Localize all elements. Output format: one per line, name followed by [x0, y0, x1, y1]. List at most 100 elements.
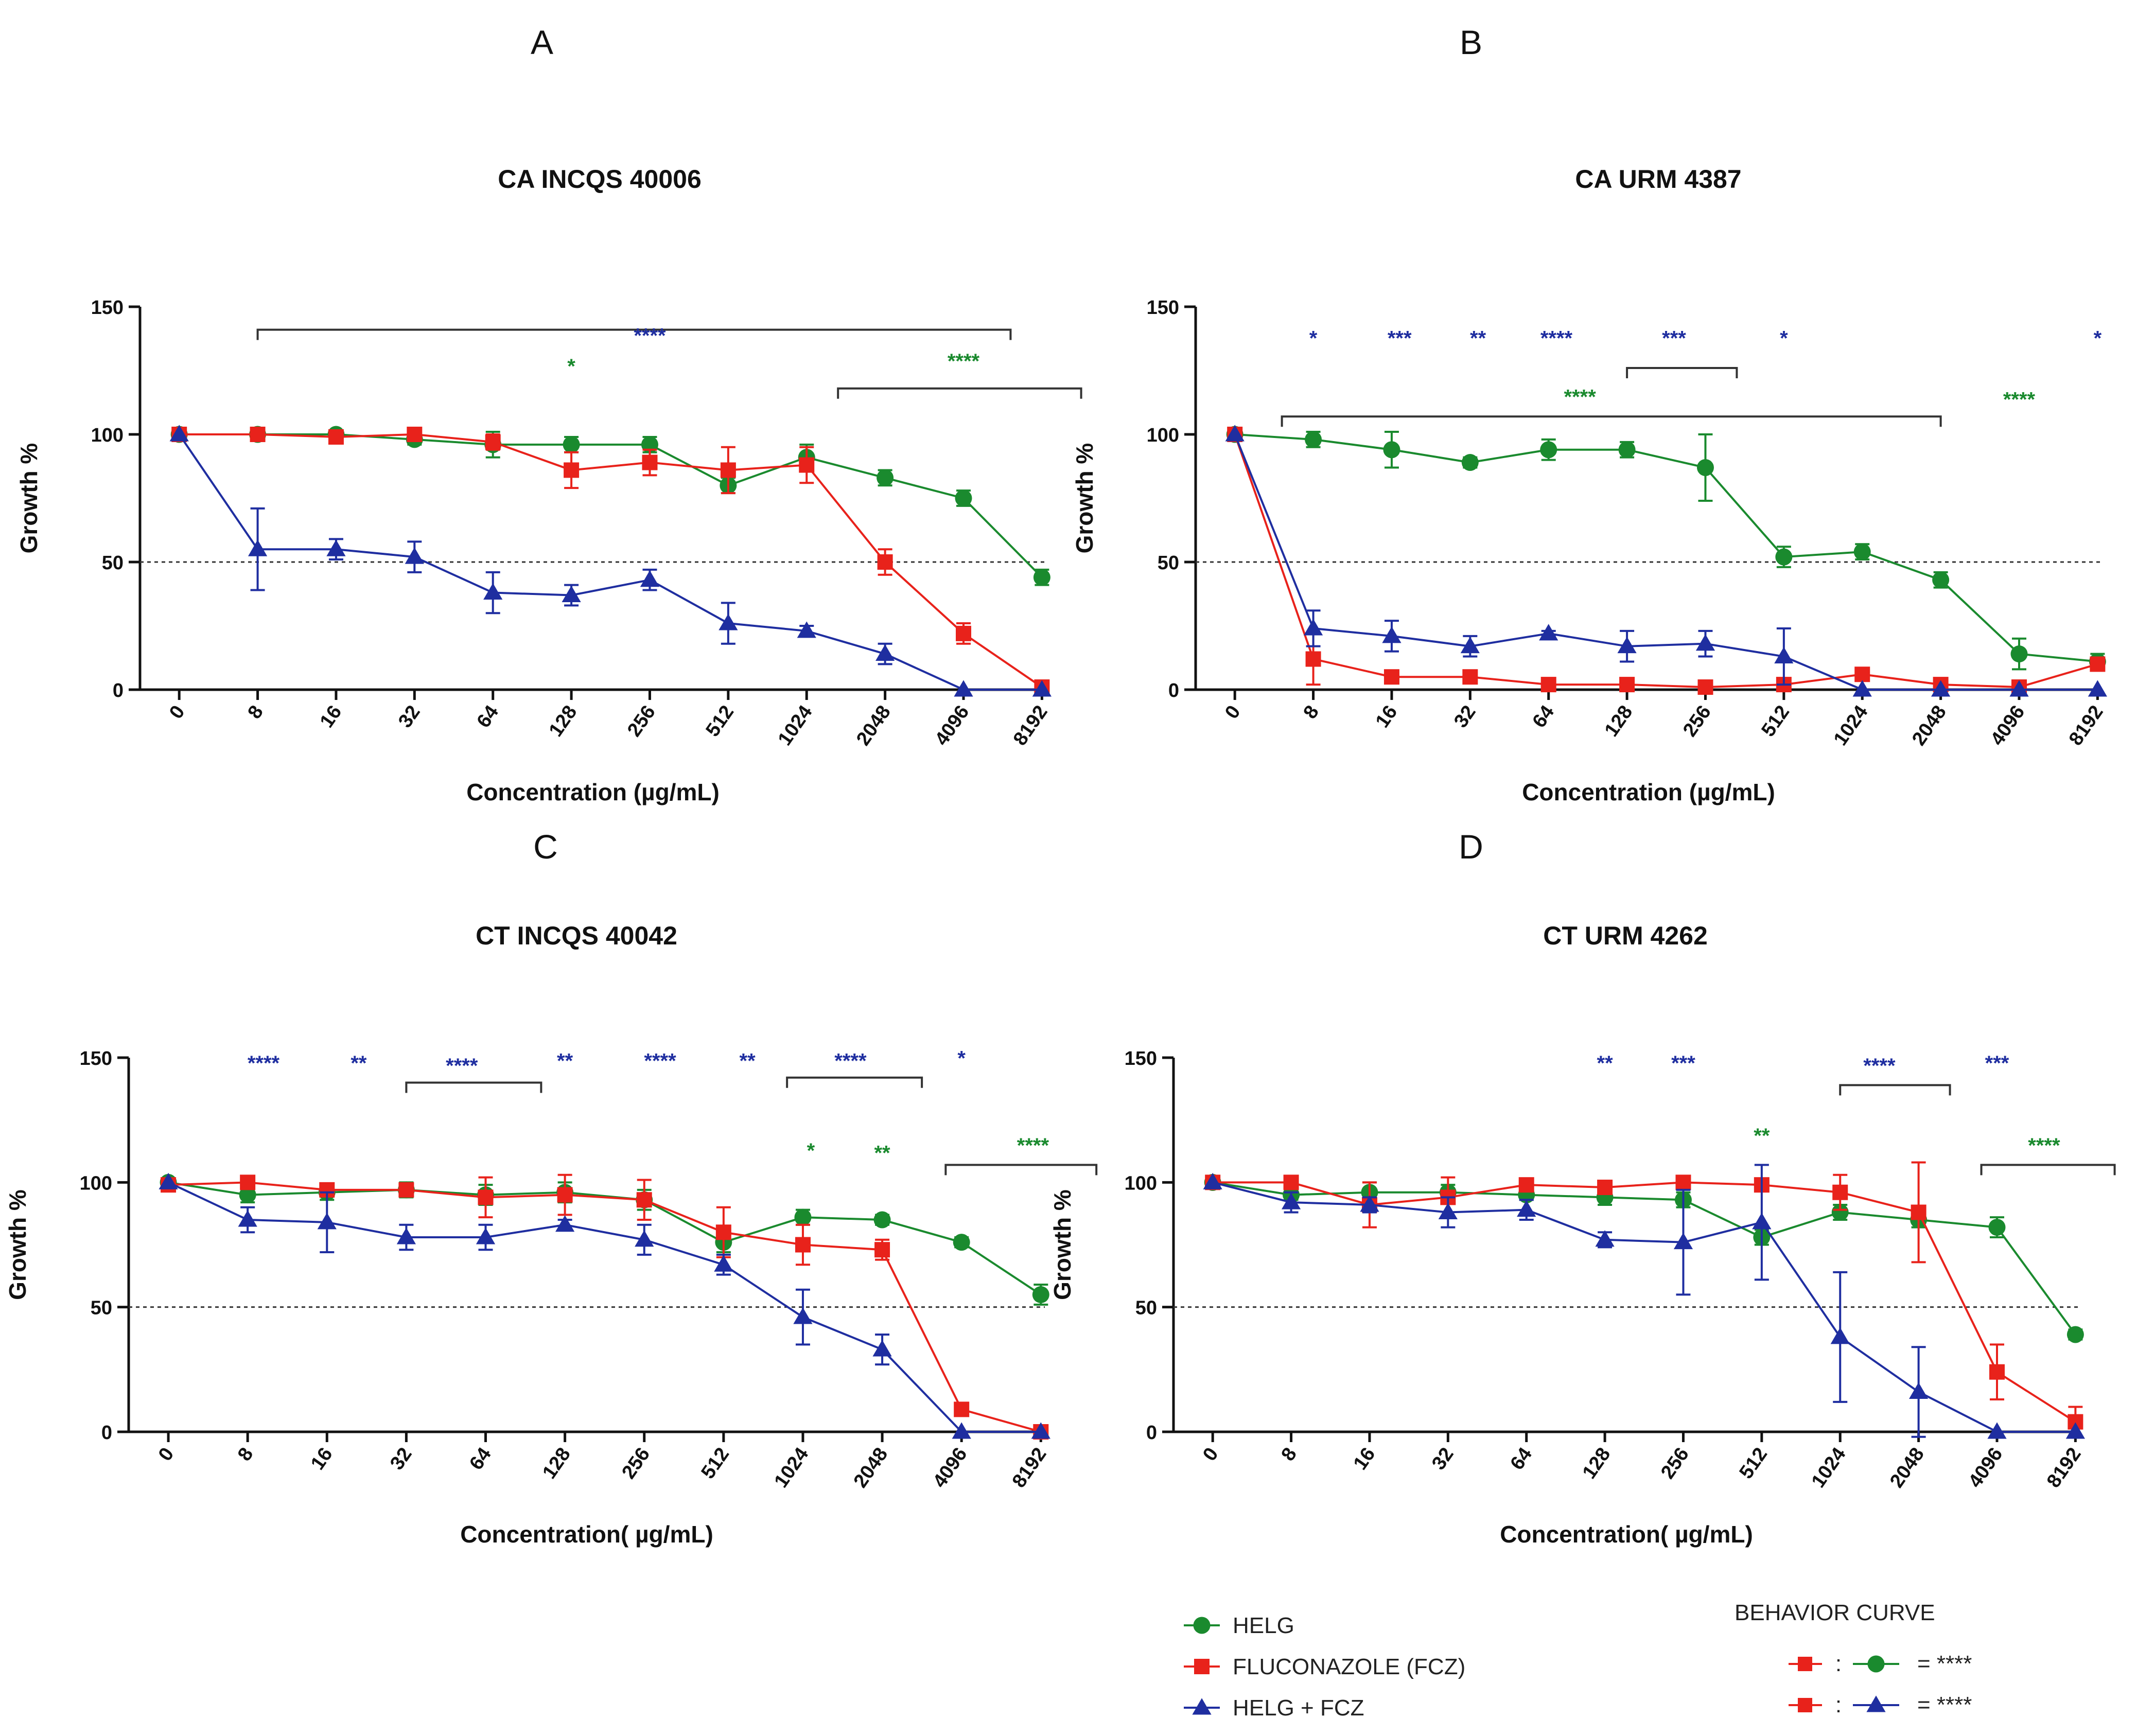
data-point-helg [563, 436, 580, 453]
data-point-combo [1695, 634, 1715, 651]
significance-bracket [837, 387, 1082, 399]
significance-bracket [405, 1081, 542, 1093]
data-point-helg [1696, 459, 1714, 476]
series-helg [160, 1173, 1049, 1306]
data-point-fcz [956, 625, 971, 641]
behavior-curve: BEHAVIOR CURVE: = ****: = **** [1735, 1600, 1972, 1717]
y-axis-label: Growth % [1071, 443, 1098, 554]
y-tick-label: 50 [102, 552, 124, 574]
x-tick-label: 0 [1221, 702, 1245, 723]
legend-label-fcz: FLUCONAZOLE (FCZ) [1233, 1654, 1465, 1679]
data-point-combo [326, 539, 346, 556]
x-axis-label: Concentration( µg/mL) [460, 1521, 713, 1548]
significance-bracket [1281, 415, 1942, 427]
y-tick-label: 100 [1125, 1172, 1157, 1194]
series-line-combo [1212, 1181, 2076, 1433]
chart-title: CA INCQS 40006 [498, 165, 702, 194]
significance-label: ** [1470, 327, 1486, 349]
data-point-combo [169, 425, 189, 442]
data-point-fcz [795, 1237, 811, 1253]
data-point-combo [1031, 1422, 1050, 1439]
x-tick-label: 64 [472, 702, 503, 732]
data-point-helg [1540, 441, 1557, 459]
data-point-combo [238, 1210, 257, 1227]
data-point-fcz [1697, 679, 1713, 695]
x-tick-label: 512 [1757, 702, 1794, 741]
x-tick-label: 64 [1506, 1444, 1536, 1474]
data-point-combo [159, 1172, 178, 1189]
data-point-combo [1987, 1422, 2007, 1439]
data-point-combo [1438, 1202, 1458, 1219]
data-point-combo [1203, 1172, 1222, 1189]
x-tick-label: 128 [545, 702, 582, 741]
significance-bracket [1839, 1084, 1951, 1096]
data-point-helg [1033, 569, 1050, 586]
x-tick-label: 8192 [1009, 702, 1052, 749]
data-point-combo [1303, 619, 1323, 636]
behavior-separator: : [1835, 1692, 1842, 1717]
x-tick-label: 8192 [2065, 702, 2108, 749]
x-tick-label: 32 [394, 702, 425, 732]
x-tick-label: 128 [1601, 702, 1637, 741]
data-point-helg [1988, 1219, 2006, 1236]
y-tick-label: 150 [1147, 297, 1179, 319]
data-point-combo [483, 583, 503, 600]
data-point-combo [1281, 1193, 1301, 1209]
significance-label: **** [1017, 1134, 1049, 1157]
data-point-fcz [1854, 667, 1870, 682]
data-point-helg [877, 469, 894, 486]
significance-label: **** [834, 1049, 867, 1072]
significance-label: **** [634, 324, 666, 347]
panel-letter: B [1460, 23, 1482, 61]
series-helg [1204, 1173, 2084, 1343]
significance-bracket [786, 1076, 923, 1088]
y-tick-label: 100 [91, 425, 124, 446]
x-tick-label: 16 [316, 702, 346, 732]
significance-label: ** [740, 1049, 756, 1072]
significance-label: ** [351, 1052, 367, 1075]
data-point-combo [954, 680, 973, 697]
y-axis-label: Growth % [15, 443, 42, 554]
behavior-marker-b [1866, 1695, 1886, 1712]
data-point-fcz [874, 1242, 890, 1258]
data-point-fcz [1518, 1177, 1534, 1193]
y-tick-label: 50 [1135, 1297, 1157, 1319]
x-tick-label: 32 [1428, 1444, 1458, 1474]
legend-marker-fcz [1194, 1659, 1210, 1674]
legend-label-helg: HELG [1233, 1613, 1294, 1638]
data-point-combo [797, 621, 816, 638]
x-tick-label: 1024 [1830, 702, 1872, 749]
y-tick-label: 0 [113, 680, 124, 702]
x-tick-label: 8 [1277, 1444, 1301, 1465]
significance-label: **** [1540, 327, 1573, 349]
data-point-helg [2010, 645, 2028, 663]
significance-label: **** [2003, 388, 2036, 411]
data-point-combo [1517, 1200, 1536, 1217]
significance-label: * [957, 1047, 966, 1070]
data-point-fcz [407, 427, 423, 442]
y-axis-label: Growth % [1049, 1189, 1076, 1300]
significance-bracket [256, 328, 1012, 340]
data-point-helg [873, 1211, 891, 1229]
data-point-fcz [2090, 656, 2106, 672]
behavior-marker-a [1798, 1657, 1812, 1671]
data-point-fcz [240, 1174, 256, 1190]
chart-title: CT URM 4262 [1543, 921, 1708, 950]
chart-panel-a: A CA INCQS 40006 0 50 100 150 0 8 16 32 64 128 256 51… [15, 23, 1082, 805]
data-point-fcz [1989, 1364, 2005, 1380]
series-line-helg [1235, 433, 2098, 663]
data-point-combo [1032, 680, 1052, 697]
chart-panel-b: B CA URM 4387 0 50 100 150 0 8 16 32 64 128 256 512 10… [1071, 23, 2108, 805]
data-point-combo [714, 1255, 733, 1272]
x-tick-label: 0 [154, 1444, 179, 1465]
data-point-fcz [954, 1401, 970, 1417]
legend-marker-combo [1192, 1698, 1212, 1715]
significance-label: **** [1564, 385, 1597, 408]
data-point-fcz [485, 434, 501, 450]
data-point-combo [1830, 1327, 1850, 1344]
series-combo [1225, 425, 2107, 697]
x-tick-label: 4096 [1964, 1444, 2007, 1492]
significance-label: **** [948, 350, 980, 373]
significance-label: *** [1662, 327, 1686, 349]
